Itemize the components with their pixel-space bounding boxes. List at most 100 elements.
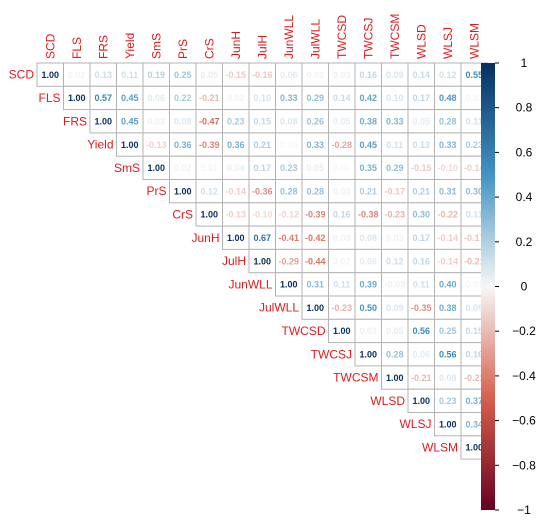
cell-value: 0.08: [439, 373, 457, 383]
cell-value: 0.04: [227, 163, 245, 173]
colorbar-tick-label: −0.4: [512, 369, 536, 383]
cell-value: 0.12: [386, 256, 404, 266]
cell-value: 0.06: [359, 256, 377, 266]
cell-value: 1.00: [253, 256, 271, 266]
cell-value: 0.08: [280, 116, 298, 126]
cell-value: 0.19: [147, 70, 165, 80]
cell-value: 1.00: [280, 280, 298, 290]
cell-value: 0.11: [466, 116, 483, 126]
cell-value: -0.44: [305, 256, 326, 266]
cell-value: 0.09: [386, 70, 404, 80]
row-label-junh: JunH: [191, 231, 219, 245]
cell-value: 0.23: [439, 396, 457, 406]
col-label-junh: JunH: [229, 31, 243, 59]
col-label-wlsj: WLSJ: [441, 27, 455, 59]
cell-value: 0.55: [465, 70, 483, 80]
cell-value: 1.00: [121, 140, 139, 150]
cell-value: 0.39: [359, 280, 377, 290]
cell-value: 0.08: [359, 233, 377, 243]
colorbar-gradient: [481, 63, 495, 510]
cell-value: -0.21: [199, 93, 220, 103]
cell-value: 0.05: [200, 70, 218, 80]
cell-value: 0.05: [306, 163, 324, 173]
col-label-julwll: JulWLL: [308, 19, 322, 59]
cell-value: 0.30: [465, 186, 483, 196]
cell-value: 0.02: [306, 70, 324, 80]
cell-value: 0.10: [253, 93, 271, 103]
cell-value: 0.40: [439, 280, 457, 290]
cell-value: 1.00: [306, 303, 324, 313]
cell-value: 0.17: [412, 93, 430, 103]
row-label-junwll: JunWLL: [228, 277, 272, 291]
cell-value: 0.02: [227, 93, 245, 103]
cell-value: 0.11: [413, 280, 430, 290]
colorbar-tick-label: −0.6: [512, 414, 536, 428]
cell-value: 0.00: [333, 163, 351, 173]
cell-value: 0.45: [359, 140, 377, 150]
row-label-twcsj: TWCSJ: [311, 347, 352, 361]
row-label-crs: CrS: [172, 207, 193, 221]
cell-value: -0.13: [146, 140, 167, 150]
cell-value: 0.26: [306, 116, 324, 126]
row-label-wlsd: WLSD: [370, 394, 405, 408]
cell-value: 0.16: [359, 70, 377, 80]
cell-value: 0.67: [253, 233, 271, 243]
cell-value: 0.37: [465, 396, 483, 406]
colorbar-tick-label: 0: [521, 280, 528, 294]
cell-value: 0.17: [412, 233, 430, 243]
cell-value: -0.39: [199, 140, 220, 150]
row-label-wlsj: WLSJ: [399, 417, 431, 431]
cell-value: 0.14: [333, 93, 351, 103]
col-label-junwll: JunWLL: [282, 15, 296, 59]
cell-value: 0.11: [466, 210, 483, 220]
cell-value: 0.23: [280, 163, 298, 173]
cell-value: 0.38: [439, 303, 457, 313]
cell-value: -0.21: [464, 373, 485, 383]
col-label-yield: Yield: [123, 33, 137, 59]
cell-value: 0.28: [439, 116, 457, 126]
cell-value: 0.38: [359, 116, 377, 126]
cell-value: 0.15: [465, 326, 483, 336]
cell-value: 0.35: [359, 163, 377, 173]
cell-value: -0.42: [305, 233, 326, 243]
row-label-scd: SCD: [9, 68, 35, 82]
col-label-twcsj: TWCSJ: [361, 18, 375, 59]
col-label-wlsd: WLSD: [414, 24, 428, 59]
cell-value: -0.22: [437, 210, 458, 220]
cell-value: -0.38: [358, 210, 379, 220]
cell-value: 0.02: [333, 256, 351, 266]
cell-value: 1.00: [147, 163, 165, 173]
cell-value: 0.48: [439, 93, 457, 103]
cell-value: 0.45: [121, 116, 139, 126]
colorbar-tick-label: 1: [521, 56, 528, 70]
cell-value: 0.56: [412, 326, 430, 336]
colorbar-tick-label: −0.2: [512, 324, 536, 338]
cell-value: -0.15: [225, 70, 246, 80]
cell-value: 0.29: [386, 163, 404, 173]
col-label-frs: FRS: [96, 35, 110, 59]
cell-value: 0.03: [333, 186, 351, 196]
cell-value: 0.28: [386, 349, 404, 359]
cell-value: 0.11: [386, 140, 403, 150]
cell-value: 0.13: [94, 70, 112, 80]
cell-value: -0.28: [331, 140, 352, 150]
cell-value: 0.02: [68, 70, 86, 80]
row-label-twcsm: TWCSM: [333, 371, 378, 385]
cell-value: -0.14: [437, 256, 458, 266]
colorbar-tick-label: 0.4: [516, 190, 533, 204]
row-label-fls: FLS: [38, 91, 60, 105]
col-label-twcsd: TWCSD: [335, 15, 349, 59]
cell-value: 0.06: [412, 349, 430, 359]
cell-value: 0.21: [359, 186, 377, 196]
cell-value: 1.00: [386, 373, 404, 383]
cell-value: 0.02: [174, 163, 192, 173]
cell-value: -0.36: [252, 186, 273, 196]
cell-value: 0.03: [333, 233, 351, 243]
col-label-sms: SmS: [149, 33, 163, 59]
cell-value: 0.17: [253, 163, 271, 173]
cell-value: 1.00: [465, 443, 483, 453]
col-label-fls: FLS: [70, 37, 84, 59]
cell-value: 0.22: [174, 93, 192, 103]
cell-value: 0.06: [147, 93, 165, 103]
cell-value: 0.30: [412, 210, 430, 220]
